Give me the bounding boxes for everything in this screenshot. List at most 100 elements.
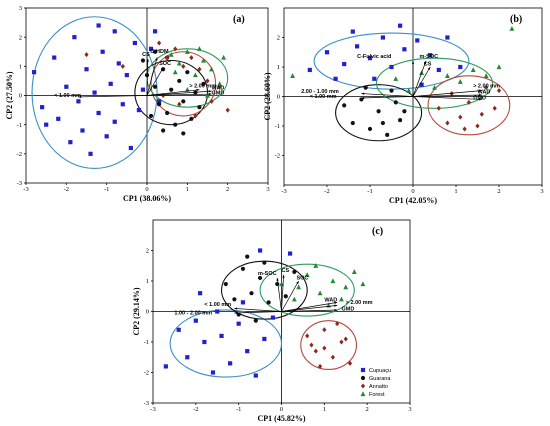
point-cupuaçu [210,370,216,375]
point-cupuaçu [342,61,347,67]
point-forest [313,263,319,268]
vector-label: WAD [212,86,225,92]
point-cupuaçu [84,67,89,72]
point-forest [496,64,502,70]
y-axis-label: CP2 (27.50%) [5,71,14,119]
vector-label: GMD [473,95,486,101]
vector-arrowhead [334,308,338,312]
point-cupuaçu [120,102,125,107]
point-annatto [479,111,484,117]
vector-label: CS [424,62,432,68]
point-cupuaçu [96,110,101,116]
x-tick-label: 2 [366,406,369,413]
point-annatto [189,55,194,61]
y-tick-label: -3 [144,400,149,407]
point-forest [193,72,198,78]
x-tick-label: 2 [497,188,500,195]
point-cupuaçu [402,47,407,52]
y-tick-label: -3 [17,180,22,187]
vector-arrowhead [334,301,338,304]
point-cupuaçu [108,81,113,86]
point-guarana [292,269,297,274]
point-guarana [201,81,206,86]
point-guarana [157,102,162,107]
loading-vector [276,277,282,312]
loading-vector [412,66,431,97]
point-cupuaçu [136,107,142,113]
panel-b: -3 -2 -1 0 1 2 3 -2 -1 0 1 2 CP1 (42.05%) CP2 (28.60%… [263,7,544,205]
loading-vector [78,95,148,98]
point-guarana [169,87,174,92]
y-tick-label: -2 [17,151,22,158]
point-guarana [152,49,158,54]
confidence-ellipse-annatto [427,75,511,136]
point-cupuaçu [355,44,360,49]
vector-arrowhead [427,67,431,70]
vector-label: > 2.00 mm [473,84,500,90]
point-cupuaçu [128,145,133,151]
point-guarana [249,291,254,296]
legend-marker-guarana [360,375,366,381]
point-forest [317,290,323,296]
point-cupuaçu [140,87,146,92]
x-tick-label: 0 [411,188,414,195]
loading-vector [146,57,158,96]
point-cupuaçu [236,321,241,326]
point-cupuaçu [445,35,450,40]
point-annatto [209,98,214,104]
point-cupuaçu [112,119,117,124]
point-forest [279,281,284,287]
point-guarana [173,122,178,127]
y-tick-label: 2 [146,248,149,255]
point-annatto [193,113,198,119]
point-annatto [177,101,182,107]
vector-label: GMD [212,90,225,96]
point-guarana [148,113,154,119]
point-cupuaçu [96,23,101,28]
vector-arrowhead [276,277,279,281]
loading-vector [361,93,414,97]
point-cupuaçu [202,339,207,345]
point-annatto [436,105,441,111]
y-tick-label: 1 [146,278,149,285]
point-guarana [398,118,403,123]
point-annatto [225,107,230,113]
vector-label: SOC [296,275,308,281]
loading-vector [146,93,212,96]
loading-vector [146,90,212,96]
point-cupuaçu [116,61,121,66]
legend-label-cupuaçu: Cupuaçu [369,368,391,374]
y-axis-label: CP2 (28.60%) [263,72,272,120]
loading-vector [281,274,284,312]
point-guarana [144,72,150,78]
x-axis-label: CP1 (42.05%) [389,196,437,205]
point-guarana [389,88,394,93]
point-guarana [236,312,241,317]
x-tick-label: -3 [281,188,286,195]
point-forest [221,54,227,60]
point-forest [168,51,174,57]
point-cupuaçu [152,29,158,34]
vector-label: WAD [324,298,337,304]
point-cupuaçu [92,90,97,95]
x-tick-label: 1 [186,186,189,193]
point-guarana [385,132,390,137]
point-forest [393,76,399,81]
point-guarana [245,254,250,259]
vector-arrowhead [208,90,212,93]
point-guarana [350,120,355,126]
point-guarana [140,58,146,63]
vector-label: > 2.00 mm [346,300,373,306]
point-guarana [283,294,288,299]
point-forest [197,46,202,51]
point-annatto [157,40,162,46]
point-cupuaçu [185,355,190,360]
vector-arrowhead [282,274,285,278]
point-cupuaçu [124,72,129,78]
loading-vector [281,280,299,312]
x-tick-label: 3 [408,406,411,413]
point-forest [406,87,412,93]
x-tick-label: 0 [145,186,148,193]
point-annatto [492,105,497,111]
y-tick-label: -1 [17,122,22,129]
